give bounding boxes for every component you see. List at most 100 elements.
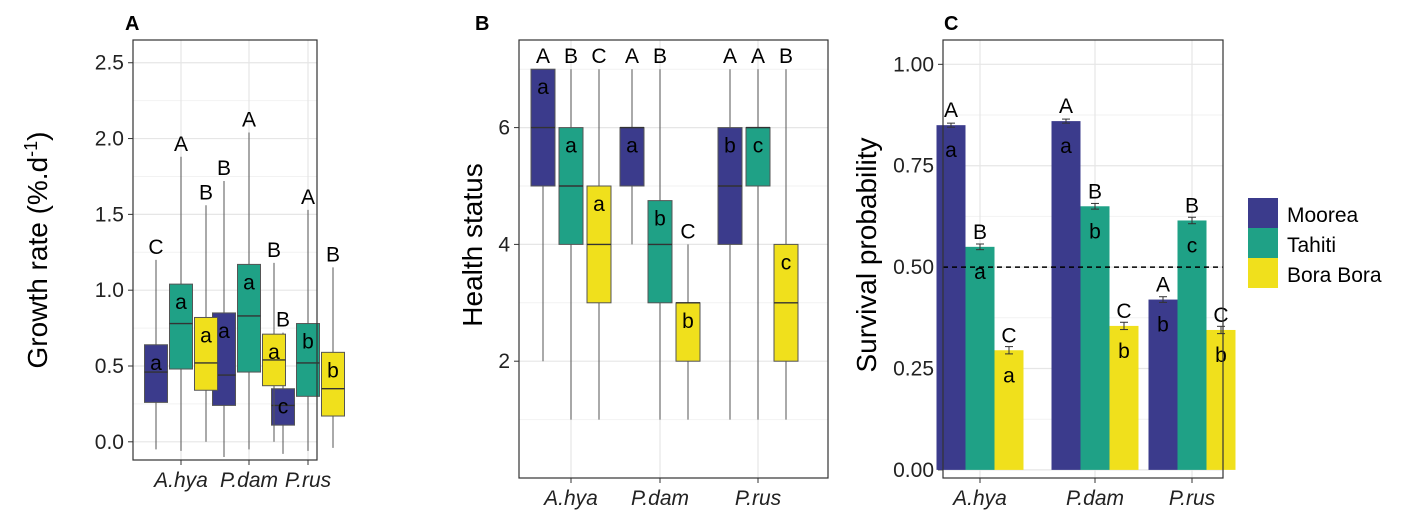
- y-tick-label-a: 0.0: [95, 431, 124, 454]
- inner-letter-bora-bora-p-rus: b: [327, 359, 339, 382]
- legend-swatch-tahiti: [1248, 228, 1278, 258]
- x-tick-label-a-hya: A.hya: [152, 469, 208, 492]
- inner-letter-moorea-p-rus: b: [1157, 314, 1169, 337]
- inner-letter-bora-bora-p-dam: a: [268, 341, 280, 364]
- y-axis-title-a: Growth rate (%.d-1): [21, 132, 53, 369]
- bar-bora-bora-p-rus: [1206, 329, 1236, 470]
- y-tick-label-c: 1.00: [893, 53, 934, 76]
- bar-tahiti-a-hya: [965, 246, 995, 470]
- group-letter-tahiti-p-rus: A: [301, 186, 315, 209]
- panel-frame-b: [518, 39, 829, 479]
- inner-letter-bora-bora-a-hya: a: [200, 324, 212, 347]
- group-letter-moorea-a-hya: A: [944, 99, 958, 122]
- panel-c: 0.000.250.500.751.00A.hya P.dam P.rusAaAaA…: [893, 39, 1236, 510]
- legend-label-tahiti: Tahiti: [1287, 234, 1336, 257]
- inner-letter-moorea-p-dam: a: [218, 320, 230, 343]
- panel-label-b: B: [475, 13, 489, 35]
- group-letter-moorea-p-rus: A: [1156, 274, 1170, 297]
- group-letter-moorea-p-dam: A: [625, 45, 639, 68]
- group-letter-bora-bora-p-dam: C: [1116, 300, 1131, 323]
- inner-letter-tahiti-a-hya: a: [974, 261, 986, 284]
- group-letter-tahiti-a-hya: B: [973, 221, 987, 244]
- y-tick-label-c: 0.25: [893, 358, 934, 381]
- box-tahiti-p-rus: [296, 323, 320, 397]
- bar-moorea-p-rus: [1148, 299, 1178, 470]
- group-letter-moorea-p-rus: A: [723, 45, 737, 68]
- inner-letter-moorea-p-dam: a: [1060, 135, 1072, 158]
- bar-tahiti-p-dam: [1080, 206, 1110, 470]
- inner-letter-tahiti-p-rus: b: [302, 331, 314, 354]
- legend-label-bora-bora: Bora Bora: [1287, 264, 1382, 287]
- bar-tahiti-p-rus: [1177, 220, 1207, 470]
- box-moorea-a-hya: [144, 344, 168, 403]
- group-letter-moorea-a-hya: A: [536, 45, 550, 68]
- inner-letter-tahiti-a-hya: a: [565, 135, 577, 158]
- y-tick-label-b: 4: [498, 233, 510, 256]
- y-tick-label-a: 2.0: [95, 128, 124, 151]
- box-moorea-p-rus: [271, 388, 295, 426]
- legend: Moorea Tahiti Bora Bora: [1248, 198, 1382, 288]
- inner-letter-moorea-p-rus: b: [724, 135, 736, 158]
- group-letter-bora-bora-p-rus: B: [326, 243, 340, 266]
- inner-letter-moorea-a-hya: a: [537, 76, 549, 99]
- y-tick-label-c: 0.75: [893, 155, 934, 178]
- box-tahiti-p-rus: [745, 127, 771, 187]
- box-tahiti-p-dam: [237, 263, 261, 373]
- group-letter-moorea-p-dam: B: [217, 157, 231, 180]
- group-letter-bora-bora-p-dam: B: [267, 239, 281, 262]
- x-tick-label-p-rus: P.rus: [735, 487, 782, 510]
- inner-letter-tahiti-p-dam: a: [243, 271, 255, 294]
- y-tick-label-b: 2: [498, 350, 510, 373]
- group-letter-tahiti-p-dam: A: [242, 108, 256, 131]
- box-bora-bora-p-rus: [321, 351, 345, 417]
- group-letter-bora-bora-p-dam: C: [680, 220, 695, 243]
- inner-letter-tahiti-p-rus: c: [1187, 234, 1198, 257]
- group-letter-tahiti-p-dam: B: [653, 45, 667, 68]
- y-tick-label-a: 1.5: [95, 203, 124, 226]
- inner-letter-bora-bora-p-rus: c: [781, 251, 792, 274]
- group-letter-tahiti-a-hya: B: [564, 45, 578, 68]
- inner-letter-bora-bora-p-dam: b: [682, 310, 694, 333]
- x-tick-label-a-hya: A.hya: [542, 487, 598, 510]
- legend-swatch-moorea: [1248, 198, 1278, 228]
- y-axis-title-c: Survival probability: [851, 138, 882, 373]
- group-letter-bora-bora-a-hya: C: [591, 45, 606, 68]
- inner-letter-moorea-a-hya: a: [945, 139, 957, 162]
- panel-frame-c: [942, 39, 1224, 479]
- bar-bora-bora-p-dam: [1109, 325, 1139, 470]
- inner-letter-bora-bora-a-hya: a: [593, 193, 605, 216]
- bar-moorea-a-hya: [936, 125, 966, 470]
- x-tick-label-p-dam: P.dam: [631, 487, 689, 510]
- box-bora-bora-a-hya: [194, 316, 218, 391]
- y-axis-title-b: Health status: [457, 163, 488, 326]
- inner-letter-tahiti-a-hya: a: [175, 291, 187, 314]
- group-letter-bora-bora-p-rus: B: [779, 45, 793, 68]
- group-letter-tahiti-a-hya: A: [174, 133, 188, 156]
- x-tick-label-p-dam: P.dam: [220, 469, 278, 492]
- inner-letter-bora-bora-p-rus: b: [1215, 344, 1227, 367]
- y-tick-label-b: 6: [498, 117, 510, 140]
- y-tick-label-c: 0.00: [893, 459, 934, 482]
- inner-letter-moorea-p-dam: a: [626, 135, 638, 158]
- y-tick-label-a: 1.0: [95, 279, 124, 302]
- x-tick-label-p-rus: P.rus: [285, 469, 332, 492]
- legend-swatch-bora-bora: [1248, 258, 1278, 288]
- bar-moorea-p-dam: [1051, 121, 1081, 470]
- y-tick-label-a: 0.5: [95, 355, 124, 378]
- box-moorea-p-dam: [619, 127, 645, 187]
- inner-letter-moorea-p-rus: c: [278, 396, 289, 419]
- panel-label-c: C: [944, 13, 958, 35]
- y-tick-label-c: 0.50: [893, 256, 934, 279]
- box-tahiti-p-dam: [647, 200, 673, 304]
- inner-letter-tahiti-p-dam: b: [1089, 220, 1101, 243]
- group-letter-tahiti-p-dam: B: [1088, 180, 1102, 203]
- group-letter-bora-bora-p-rus: C: [1213, 304, 1228, 327]
- inner-letter-tahiti-p-rus: c: [753, 135, 764, 158]
- panel-label-a: A: [125, 13, 139, 35]
- inner-letter-tahiti-p-dam: b: [654, 208, 666, 231]
- legend-label-moorea: Moorea: [1287, 204, 1359, 227]
- group-letter-bora-bora-a-hya: C: [1001, 324, 1016, 347]
